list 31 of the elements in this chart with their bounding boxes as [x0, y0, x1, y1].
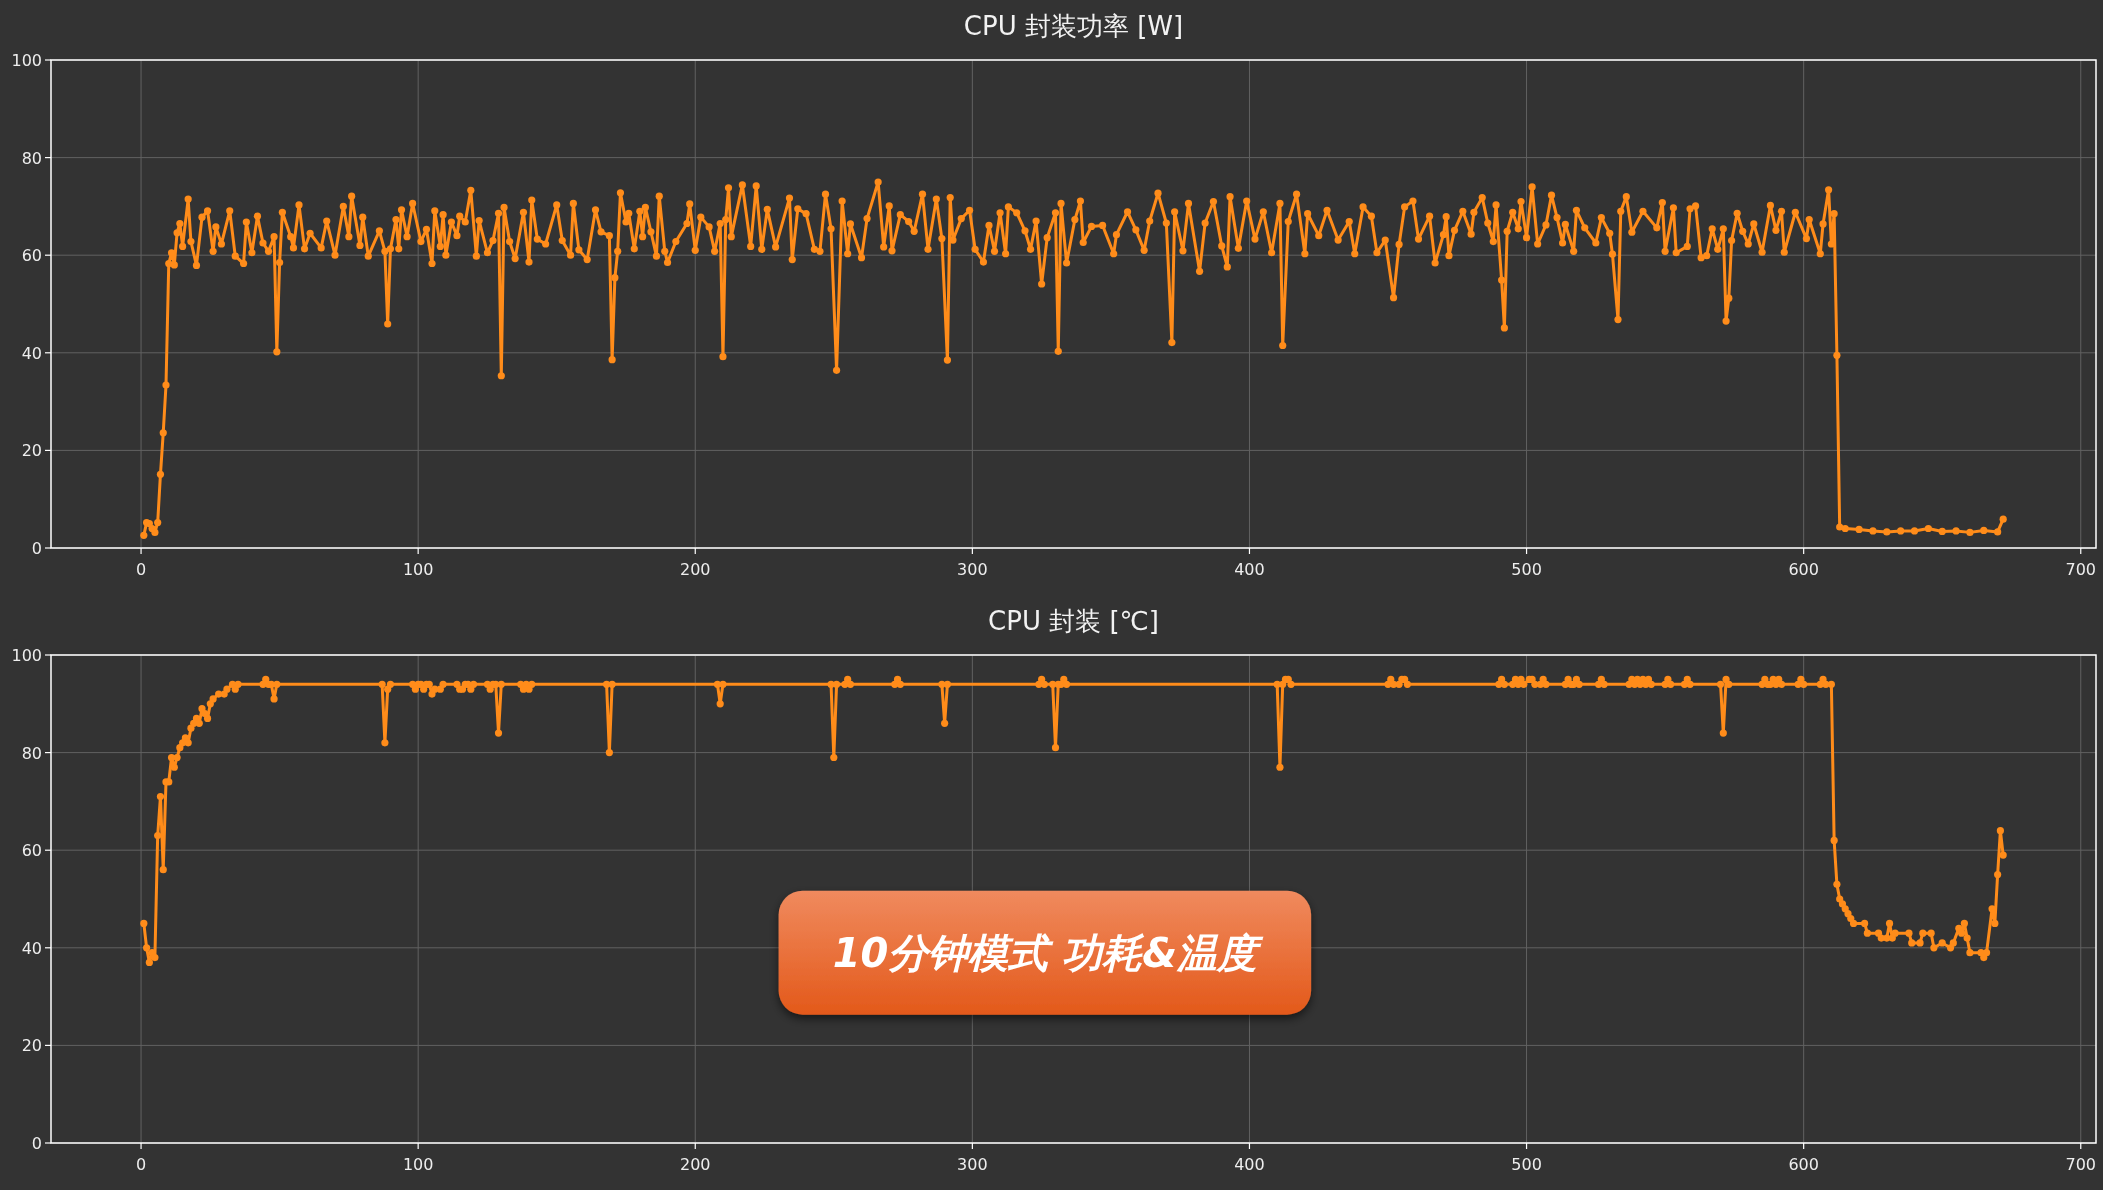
- x-tick-label: 0: [135, 560, 147, 579]
- y-tick-label: 0: [31, 539, 42, 558]
- x-tick-label: 300: [957, 1155, 988, 1174]
- y-tick-label: 40: [21, 343, 42, 363]
- y-tick-label: 100: [11, 51, 42, 70]
- y-tick-label: 80: [21, 148, 42, 168]
- x-tick-label: 100: [402, 1155, 434, 1174]
- x-tick-label: 700: [2065, 1155, 2097, 1174]
- annotation: 10分钟模式 功耗&温度: [832, 929, 1265, 976]
- y-tick-label: 40: [21, 938, 42, 958]
- x-tick-label: 300: [957, 560, 988, 579]
- y-tick-label: 20: [21, 441, 42, 461]
- y-tick-label: 60: [21, 841, 42, 861]
- x-tick-label: 0: [135, 1155, 147, 1174]
- x-tick-label: 100: [402, 560, 434, 579]
- x-tick-label: 400: [1234, 560, 1265, 579]
- y-tick-label: 100: [11, 646, 42, 665]
- x-tick-label: 500: [1511, 1155, 1542, 1174]
- y-tick-label: 0: [31, 1134, 42, 1153]
- x-tick-label: 200: [679, 1155, 711, 1174]
- x-tick-label: 500: [1511, 560, 1542, 579]
- x-tick-label: 600: [1788, 1155, 1819, 1174]
- y-tick-label: 20: [21, 1036, 42, 1056]
- x-tick-label: 600: [1788, 560, 1819, 579]
- chart-title: CPU 封装 [℃]: [988, 606, 1159, 636]
- x-tick-label: 700: [2065, 560, 2097, 579]
- chart-title: CPU 封装功率 [W]: [963, 11, 1184, 41]
- y-tick-label: 60: [21, 246, 42, 266]
- x-tick-label: 400: [1234, 1155, 1265, 1174]
- x-tick-label: 200: [679, 560, 711, 579]
- y-tick-label: 80: [21, 743, 42, 763]
